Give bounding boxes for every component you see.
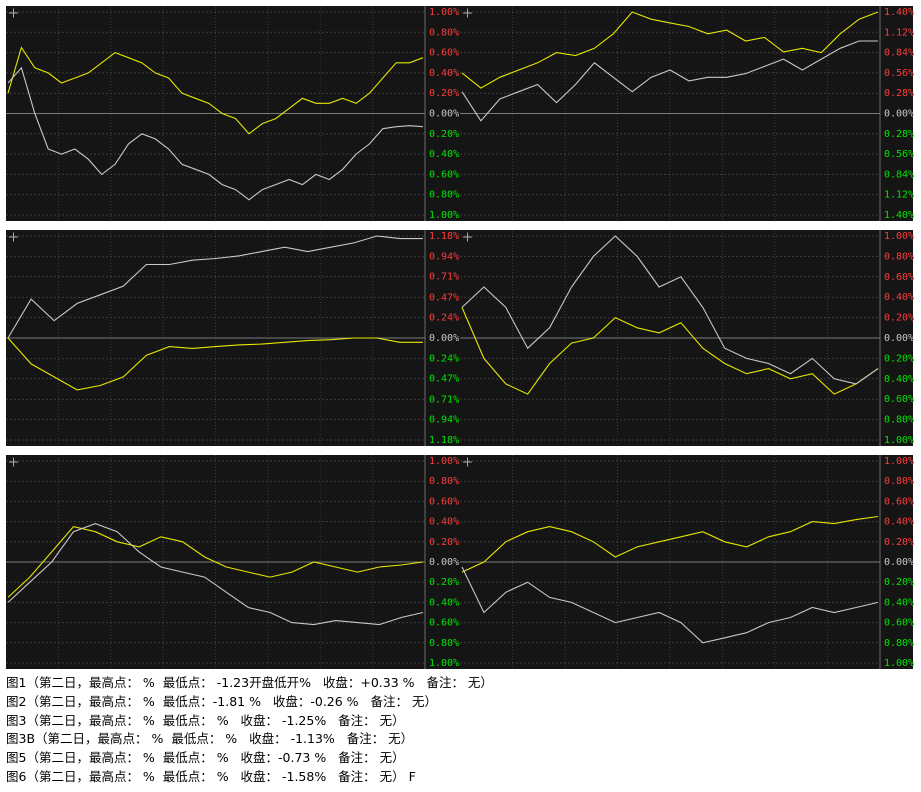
y-tick-label: 0.00% [429, 333, 459, 344]
crosshair-icon [9, 232, 18, 242]
price-line [461, 566, 879, 644]
y-tick-label: 0.80% [884, 415, 914, 426]
y-tick-label: 0.40% [884, 597, 914, 608]
y-tick-label: 0.20% [884, 313, 914, 324]
y-tick-label: 1.00% [429, 456, 459, 467]
price-line [7, 235, 423, 339]
y-tick-label: 0.20% [429, 577, 459, 588]
y-tick-label: 0.60% [429, 48, 459, 59]
y-tick-label: 0.94% [429, 252, 459, 263]
y-tick-label: 0.24% [429, 312, 459, 323]
y-tick-label: 0.20% [429, 88, 459, 99]
y-tick-label: 0.80% [884, 251, 914, 262]
y-tick-label: 0.20% [884, 577, 914, 588]
y-tick-label: 0.40% [884, 292, 914, 303]
charts: 1.00% 0.80% 0.60% 0.40% 0.20% 0.00% 0.20% 0.40%… [6, 6, 914, 669]
crosshair-icon [463, 8, 472, 18]
y-tick-label: 0.20% [884, 353, 914, 364]
y-tick-label: 0.80% [429, 27, 459, 38]
caption-line: 图2（第二日，最高点： % 最低点：-1.81 % 收盘：-0.26 % 备注：… [6, 693, 437, 709]
y-tick-label: 1.00% [884, 658, 914, 669]
y-tick-label: 0.60% [429, 496, 459, 507]
y-tick-label: 0.60% [884, 394, 914, 405]
y-tick-label: 0.00% [884, 333, 914, 344]
y-tick-label: 0.60% [884, 618, 914, 629]
captions: 图1（第二日，最高点： % 最低点： -1.23开盘低开% 收盘：+0.33 %… [6, 674, 493, 787]
y-tick-label: 1.00% [884, 435, 914, 446]
y-tick-label: 0.56% [884, 149, 914, 160]
y-tick-label: 1.00% [429, 7, 459, 18]
y-tick-label: 1.18% [429, 231, 459, 242]
price-line [7, 523, 424, 626]
y-tick-label: 0.24% [429, 354, 459, 365]
y-tick-label: 0.60% [429, 169, 459, 180]
y-tick-label: 0.80% [429, 638, 459, 649]
y-tick-label: 0.00% [429, 109, 459, 120]
y-tick-label: 1.00% [884, 231, 914, 242]
y-tick-label: 0.40% [429, 149, 459, 160]
y-tick-label: 0.00% [884, 109, 914, 120]
y-tick-label: 0.40% [884, 517, 914, 528]
y-tick-label: 1.00% [429, 658, 459, 669]
caption-line: 图6（第二日，最高点： % 最低点： % 收盘： -1.58% 备注： 无） F [6, 768, 416, 784]
y-tick-label: 0.40% [884, 374, 914, 385]
y-tick-label: 0.84% [884, 48, 914, 59]
y-tick-label: 1.00% [429, 210, 459, 221]
y-tick-label: 1.12% [884, 27, 914, 38]
price-line [461, 235, 879, 385]
y-tick-label: 0.80% [429, 190, 459, 201]
price-line [7, 46, 424, 135]
y-tick-label: 0.71% [429, 394, 459, 405]
price-line [461, 11, 879, 89]
y-tick-label: 0.71% [429, 272, 459, 283]
caption-line: 图5（第二日，最高点： % 最低点： % 收盘：-0.73 % 备注： 无） [6, 750, 405, 766]
y-tick-label: 0.28% [884, 129, 914, 140]
caption-line: 图1（第二日，最高点： % 最低点： -1.23开盘低开% 收盘：+0.33 %… [6, 675, 493, 690]
y-tick-label: 0.56% [884, 68, 914, 79]
y-tick-label: 0.84% [884, 169, 914, 180]
y-tick-label: 1.40% [884, 210, 914, 221]
y-tick-label: 0.80% [884, 638, 914, 649]
crosshair-icon [9, 457, 18, 467]
y-tick-label: 0.20% [429, 129, 459, 140]
y-tick-label: 0.60% [429, 618, 459, 629]
price-line [7, 337, 423, 391]
price-line [461, 307, 879, 395]
price-line [461, 515, 879, 573]
y-tick-label: 0.20% [884, 537, 914, 548]
price-line [7, 66, 424, 201]
y-tick-label: 0.40% [429, 597, 459, 608]
price-line [461, 40, 878, 122]
caption-line: 图3（第二日，最高点： % 最低点： % 收盘： -1.25% 备注： 无） [6, 712, 405, 728]
y-tick-label: 0.20% [429, 537, 459, 548]
price-line [7, 525, 424, 598]
y-tick-label: 0.00% [429, 557, 459, 568]
crosshair-icon [9, 8, 18, 18]
y-tick-label: 0.60% [884, 496, 914, 507]
y-tick-label: 1.18% [429, 435, 459, 446]
caption-line: 图3B（第二日，最高点： % 最低点： % 收盘： -1.13% 备注： 无） [6, 731, 414, 747]
y-tick-label: 0.47% [429, 374, 459, 385]
crosshair-icon [463, 457, 472, 467]
y-tick-label: 0.00% [884, 557, 914, 568]
y-tick-label: 0.40% [429, 517, 459, 528]
y-tick-label: 0.94% [429, 414, 459, 425]
y-tick-label: 1.40% [884, 7, 914, 18]
y-tick-label: 1.00% [884, 456, 914, 467]
y-tick-label: 0.40% [429, 68, 459, 79]
y-tick-label: 0.60% [884, 272, 914, 283]
y-tick-label: 0.28% [884, 88, 914, 99]
y-tick-label: 0.47% [429, 292, 459, 303]
y-tick-label: 0.80% [884, 476, 914, 487]
y-tick-label: 0.80% [429, 476, 459, 487]
crosshair-icon [463, 232, 472, 242]
y-tick-label: 1.12% [884, 190, 914, 201]
